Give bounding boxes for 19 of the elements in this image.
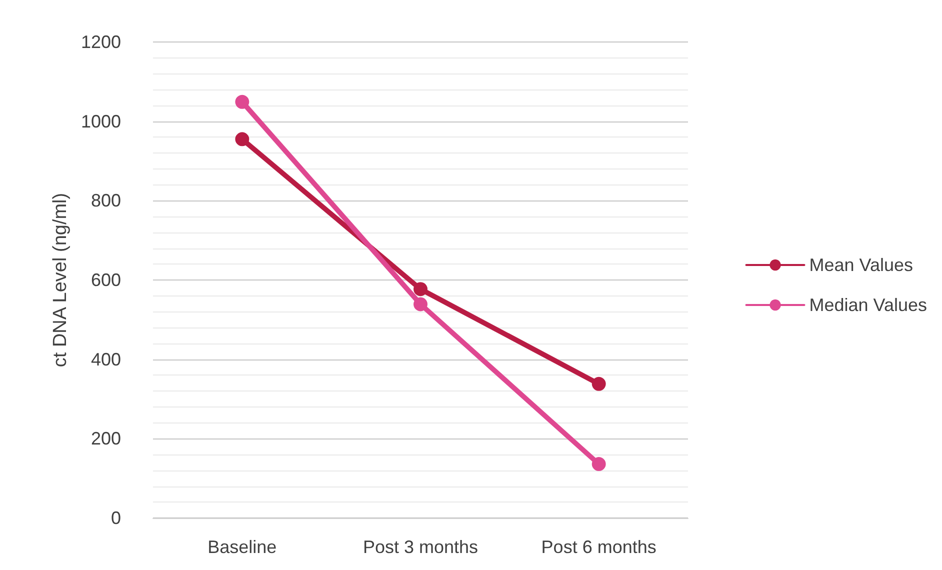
point	[235, 94, 250, 109]
point	[414, 282, 428, 296]
x-tick-label: Post 6 months	[541, 537, 656, 557]
y-tick-label: 1000	[80, 111, 121, 132]
y-tick-label: 800	[90, 190, 121, 211]
legend-label: Median Values	[809, 295, 928, 315]
x-tick-label: Baseline	[208, 537, 277, 557]
point	[592, 376, 606, 391]
point	[235, 132, 250, 146]
y-tick-label: 0	[110, 508, 121, 528]
point	[414, 297, 428, 312]
y-tick-label: 400	[90, 349, 121, 370]
x-tick-label: Post 3 months	[362, 537, 478, 557]
y-axis-title: ct DNA Level (ng/ml)	[50, 192, 72, 368]
y-tick-label: 600	[90, 270, 121, 290]
y-tick-label: 1200	[80, 32, 121, 52]
y-tick-label: 200	[90, 428, 121, 449]
legend-label: Mean Values	[809, 255, 913, 275]
point	[592, 457, 606, 472]
